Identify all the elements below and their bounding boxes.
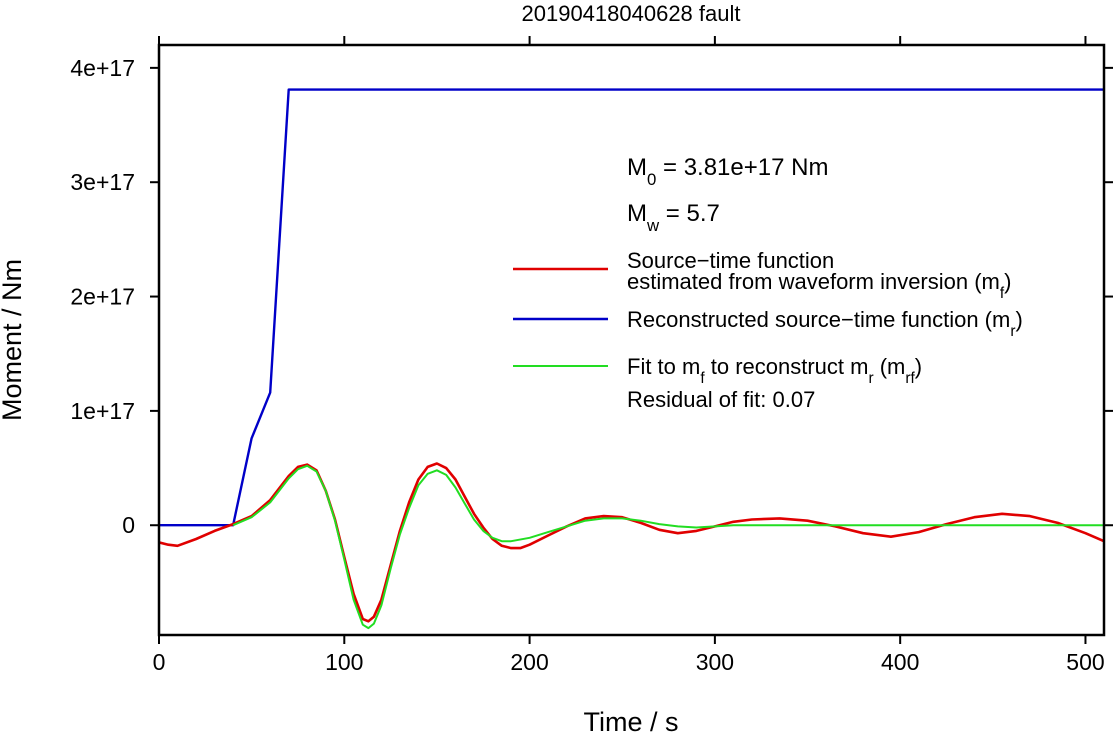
x-tick-label: 0 (153, 649, 166, 675)
x-axis-label: Time / s (583, 707, 678, 736)
plot-frame (157, 43, 1106, 637)
y-tick-label: 3e+17 (70, 169, 135, 195)
axes-layer: 0 100 200 300 400 500 0 1e+17 2e+17 3e+17 4e+17 (70, 36, 1113, 675)
x-tick-label: 300 (696, 649, 734, 675)
x-tick-label: 200 (510, 649, 548, 675)
series-line-mf (159, 462, 1104, 623)
y-axis-label: Moment / Nm (0, 259, 27, 421)
annotation-layer: M0 = 3.81e+17 Nm Mw = 5.7 Source−time func… (513, 154, 1023, 412)
legend-label: estimated from waveform inversion (mf) (627, 269, 1012, 302)
legend-label: Source−time function (627, 248, 834, 273)
seismic-moment-label: M0 = 3.81e+17 Nm (627, 154, 828, 189)
moment-magnitude-label: Mw = 5.7 (627, 200, 720, 235)
series-line-mrf (232, 464, 1104, 630)
y-tick-label: 2e+17 (70, 284, 135, 310)
y-tick-label: 0 (122, 512, 135, 538)
residual-label: Residual of fit: 0.07 (627, 387, 815, 412)
x-tick-label: 500 (1066, 649, 1104, 675)
legend-label: Fit to mf to reconstruct mr (mrf) (627, 354, 922, 387)
series-line-mr (159, 88, 1104, 527)
data-layer (159, 88, 1104, 630)
chart-title: 20190418040628 fault (522, 1, 741, 26)
legend-label: Reconstructed source−time function (mr) (627, 307, 1023, 340)
y-tick-label: 4e+17 (70, 55, 135, 81)
x-tick-label: 400 (881, 649, 919, 675)
x-tick-label: 100 (325, 649, 363, 675)
y-tick-label: 1e+17 (70, 398, 135, 424)
